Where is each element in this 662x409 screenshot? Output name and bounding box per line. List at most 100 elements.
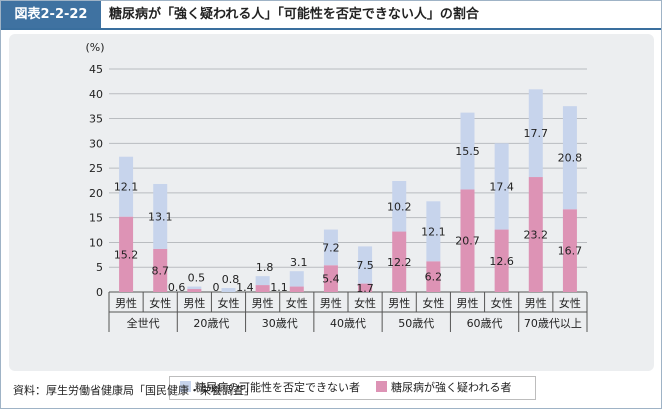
x-sex-label: 女性 (218, 296, 240, 310)
bar-possible (426, 201, 441, 262)
bar-strong (358, 283, 373, 292)
data-label-possible: 13.1 (148, 210, 173, 223)
data-label-strong: 12.2 (387, 256, 412, 269)
x-sex-label: 女性 (491, 296, 513, 310)
y-tick-label: 25 (89, 162, 103, 175)
data-label-strong: 23.2 (524, 229, 549, 242)
y-tick-label: 30 (89, 137, 103, 150)
data-label-possible: 12.1 (421, 225, 446, 238)
x-group-label: 40歳代 (330, 317, 366, 330)
bar-possible (358, 246, 373, 284)
data-label-strong: 1.7 (356, 282, 374, 295)
bar-strong (187, 289, 202, 292)
legend-item-possible: 糖尿病の可能性を否定できない者 (180, 381, 360, 395)
bar-strong (562, 209, 577, 292)
data-label-strong: 1.4 (236, 281, 254, 294)
data-label-strong: 5.4 (322, 273, 340, 286)
bar-strong (426, 261, 441, 292)
bar-possible (528, 89, 543, 178)
data-label-possible: 17.7 (524, 127, 549, 140)
bar-possible (562, 106, 577, 210)
x-group-label: 60歳代 (467, 317, 503, 330)
data-label-possible: 15.5 (455, 145, 480, 158)
data-label-possible: 7.5 (356, 259, 374, 272)
data-label-strong: 8.7 (151, 264, 169, 277)
bar-possible (494, 143, 509, 230)
legend-swatch-possible (180, 381, 191, 392)
bar-strong (255, 285, 270, 292)
data-labels: 12.1 15.2 13.1 8.7 0.50.6 0.80 1.81.4 3.11.1 7.2… (114, 127, 582, 295)
bar-strong (289, 286, 304, 292)
bar-strong (460, 189, 475, 292)
legend-label-possible: 糖尿病の可能性を否定できない者 (195, 381, 360, 394)
x-group-label: 30歳代 (262, 317, 298, 330)
x-sex-label: 女性 (559, 296, 581, 310)
data-label-possible: 0.8 (222, 273, 240, 286)
y-tick-labels: 0 5 10 15 20 25 30 35 40 45 (89, 63, 103, 299)
data-label-strong: 0 (213, 281, 220, 294)
bar-strong (323, 265, 338, 292)
bar-possible (255, 276, 270, 286)
data-label-possible: 0.5 (188, 272, 206, 285)
x-sex-label: 男性 (252, 296, 274, 310)
y-tick-label: 40 (89, 88, 103, 101)
chart-legend: 糖尿病の可能性を否定できない者 糖尿病が強く疑われる者 (169, 376, 536, 400)
data-label-possible: 3.1 (290, 256, 308, 269)
bar-possible (153, 183, 168, 249)
y-tick-label: 10 (89, 236, 103, 249)
x-sex-label: 女性 (286, 296, 308, 310)
x-sex-label: 女性 (149, 296, 171, 310)
figure-header: 図表2-2-22 糖尿病が「強く疑われる人」「可能性を否定できない人」の割合 (1, 1, 661, 30)
y-tick-label: 20 (89, 187, 103, 200)
x-group-label: 50歳代 (398, 317, 434, 330)
y-axis-unit: (%) (85, 41, 104, 54)
data-label-possible: 17.4 (489, 180, 514, 193)
data-label-possible: 10.2 (387, 200, 412, 213)
data-label-strong: 12.6 (489, 255, 514, 268)
data-label-possible: 12.1 (114, 181, 139, 194)
y-tick-label: 35 (89, 113, 103, 126)
data-label-possible: 7.2 (322, 241, 340, 254)
data-label-strong: 16.7 (558, 245, 583, 258)
bar-possible (460, 112, 475, 190)
bar-strong (494, 229, 509, 292)
bar-possible (323, 229, 338, 266)
data-label-possible: 1.8 (256, 261, 274, 274)
legend-item-strong: 糖尿病が強く疑われる者 (376, 381, 511, 395)
bar-possible (289, 271, 304, 287)
x-sex-label: 男性 (525, 296, 547, 310)
y-tick-label: 5 (96, 261, 103, 274)
data-label-strong: 1.1 (270, 281, 288, 294)
stacked-bar-chart: (%) 0 5 10 15 20 25 30 35 40 45 12.1 15.2 13.1 8.7 0.… (85, 41, 588, 332)
bar-strong (153, 248, 168, 292)
x-sex-label: 女性 (422, 296, 444, 310)
chart-panel: (%) 0 5 10 15 20 25 30 35 40 45 12.1 15.2 13.1 8.7 0.… (9, 34, 654, 400)
y-tick-label: 0 (96, 286, 103, 299)
bar-possible (392, 180, 407, 232)
x-sex-label: 男性 (183, 296, 205, 310)
x-sex-label: 男性 (457, 296, 479, 310)
source-note: 資料：厚生労働省健康局「国民健康・栄養調査」 (13, 384, 255, 397)
x-group-label: 20歳代 (193, 317, 229, 330)
legend-label-strong: 糖尿病が強く疑われる者 (391, 381, 512, 394)
bar-strong (528, 177, 543, 292)
bar-possible (221, 288, 236, 292)
bar-strong (119, 216, 134, 292)
data-label-strong: 20.7 (455, 235, 480, 248)
data-label-strong: 6.2 (425, 271, 443, 284)
data-label-strong: 0.6 (168, 281, 186, 294)
figure-id-badge: 図表2-2-22 (1, 1, 101, 28)
x-sex-label: 男性 (388, 296, 410, 310)
x-group-label: 70歳代以上 (524, 317, 582, 330)
figure-title: 糖尿病が「強く疑われる人」「可能性を否定できない人」の割合 (109, 7, 479, 22)
x-group-label: 全世代 (127, 316, 160, 330)
y-gridlines (109, 68, 587, 293)
bar-possible (187, 286, 202, 290)
x-sex-label: 男性 (115, 296, 137, 310)
bar-series (119, 89, 577, 292)
bar-strong (392, 231, 407, 292)
bar-possible (119, 156, 134, 217)
x-sex-label: 男性 (320, 296, 342, 310)
